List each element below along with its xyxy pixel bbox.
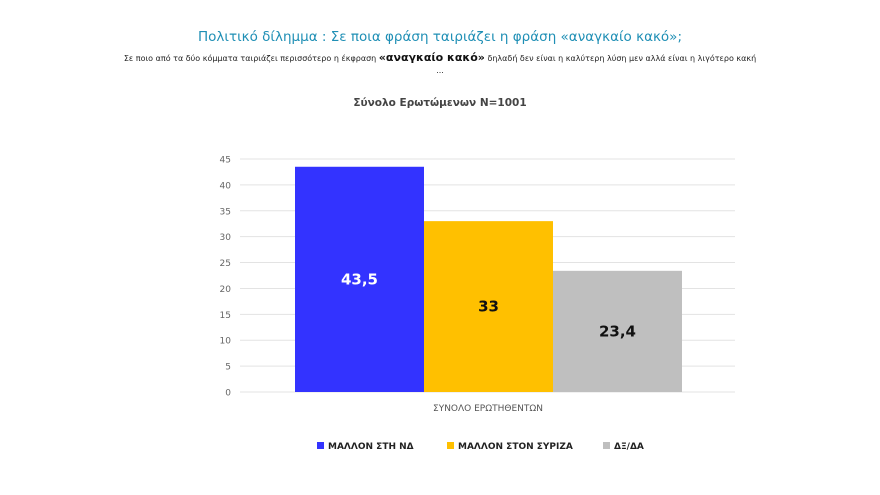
chart-title: Πολιτικό δίλημμα : Σε ποια φράση ταιριάζ…	[198, 29, 682, 45]
bar-3	[553, 270, 682, 392]
y-tick-label: 5	[225, 363, 231, 373]
legend-swatch	[447, 442, 454, 449]
y-tick-label: 0	[225, 389, 231, 399]
subtitle-emphasis: «αναγκαίο κακό»	[378, 51, 485, 64]
data-label: 43,5	[341, 270, 378, 288]
legend-label: ΔΞ/ΔΑ	[614, 442, 644, 452]
subtitle-text-end: δηλαδή δεν είναι η καλύτερη λύση μεν αλλ…	[436, 54, 757, 75]
y-tick-label: 20	[220, 285, 232, 295]
subtitle-text: Σε ποιο από τα δύο κόμματα ταιριάζει περ…	[123, 54, 379, 63]
bar-2	[424, 221, 553, 392]
y-tick-label: 30	[220, 233, 232, 243]
legend-swatch	[317, 442, 324, 449]
data-label: 23,4	[599, 322, 636, 340]
data-label: 33	[478, 298, 499, 316]
y-tick-label: 15	[220, 311, 231, 321]
y-tick-label: 40	[220, 181, 232, 191]
x-category-label: ΣΥΝΟΛΟ ΕΡΩΤΗΘΕΝΤΩΝ	[433, 404, 543, 414]
legend-swatch	[603, 442, 610, 449]
legend-label: ΜΑΛΛΟΝ ΣΤΗ ΝΔ	[328, 442, 414, 452]
sample-size: Σύνολο Ερωτώμενων N=1001	[353, 97, 527, 109]
y-tick-label: 10	[220, 337, 232, 347]
y-tick-label: 45	[220, 156, 231, 166]
bar-1	[295, 166, 424, 392]
legend-label: ΜΑΛΛΟΝ ΣΤΟΝ ΣΥΡΙΖΑ	[458, 442, 573, 452]
chart-subtitle: Σε ποιο από τα δύο κόμματα ταιριάζει περ…	[120, 52, 760, 77]
y-tick-label: 35	[220, 207, 231, 217]
y-tick-label: 25	[220, 259, 231, 269]
